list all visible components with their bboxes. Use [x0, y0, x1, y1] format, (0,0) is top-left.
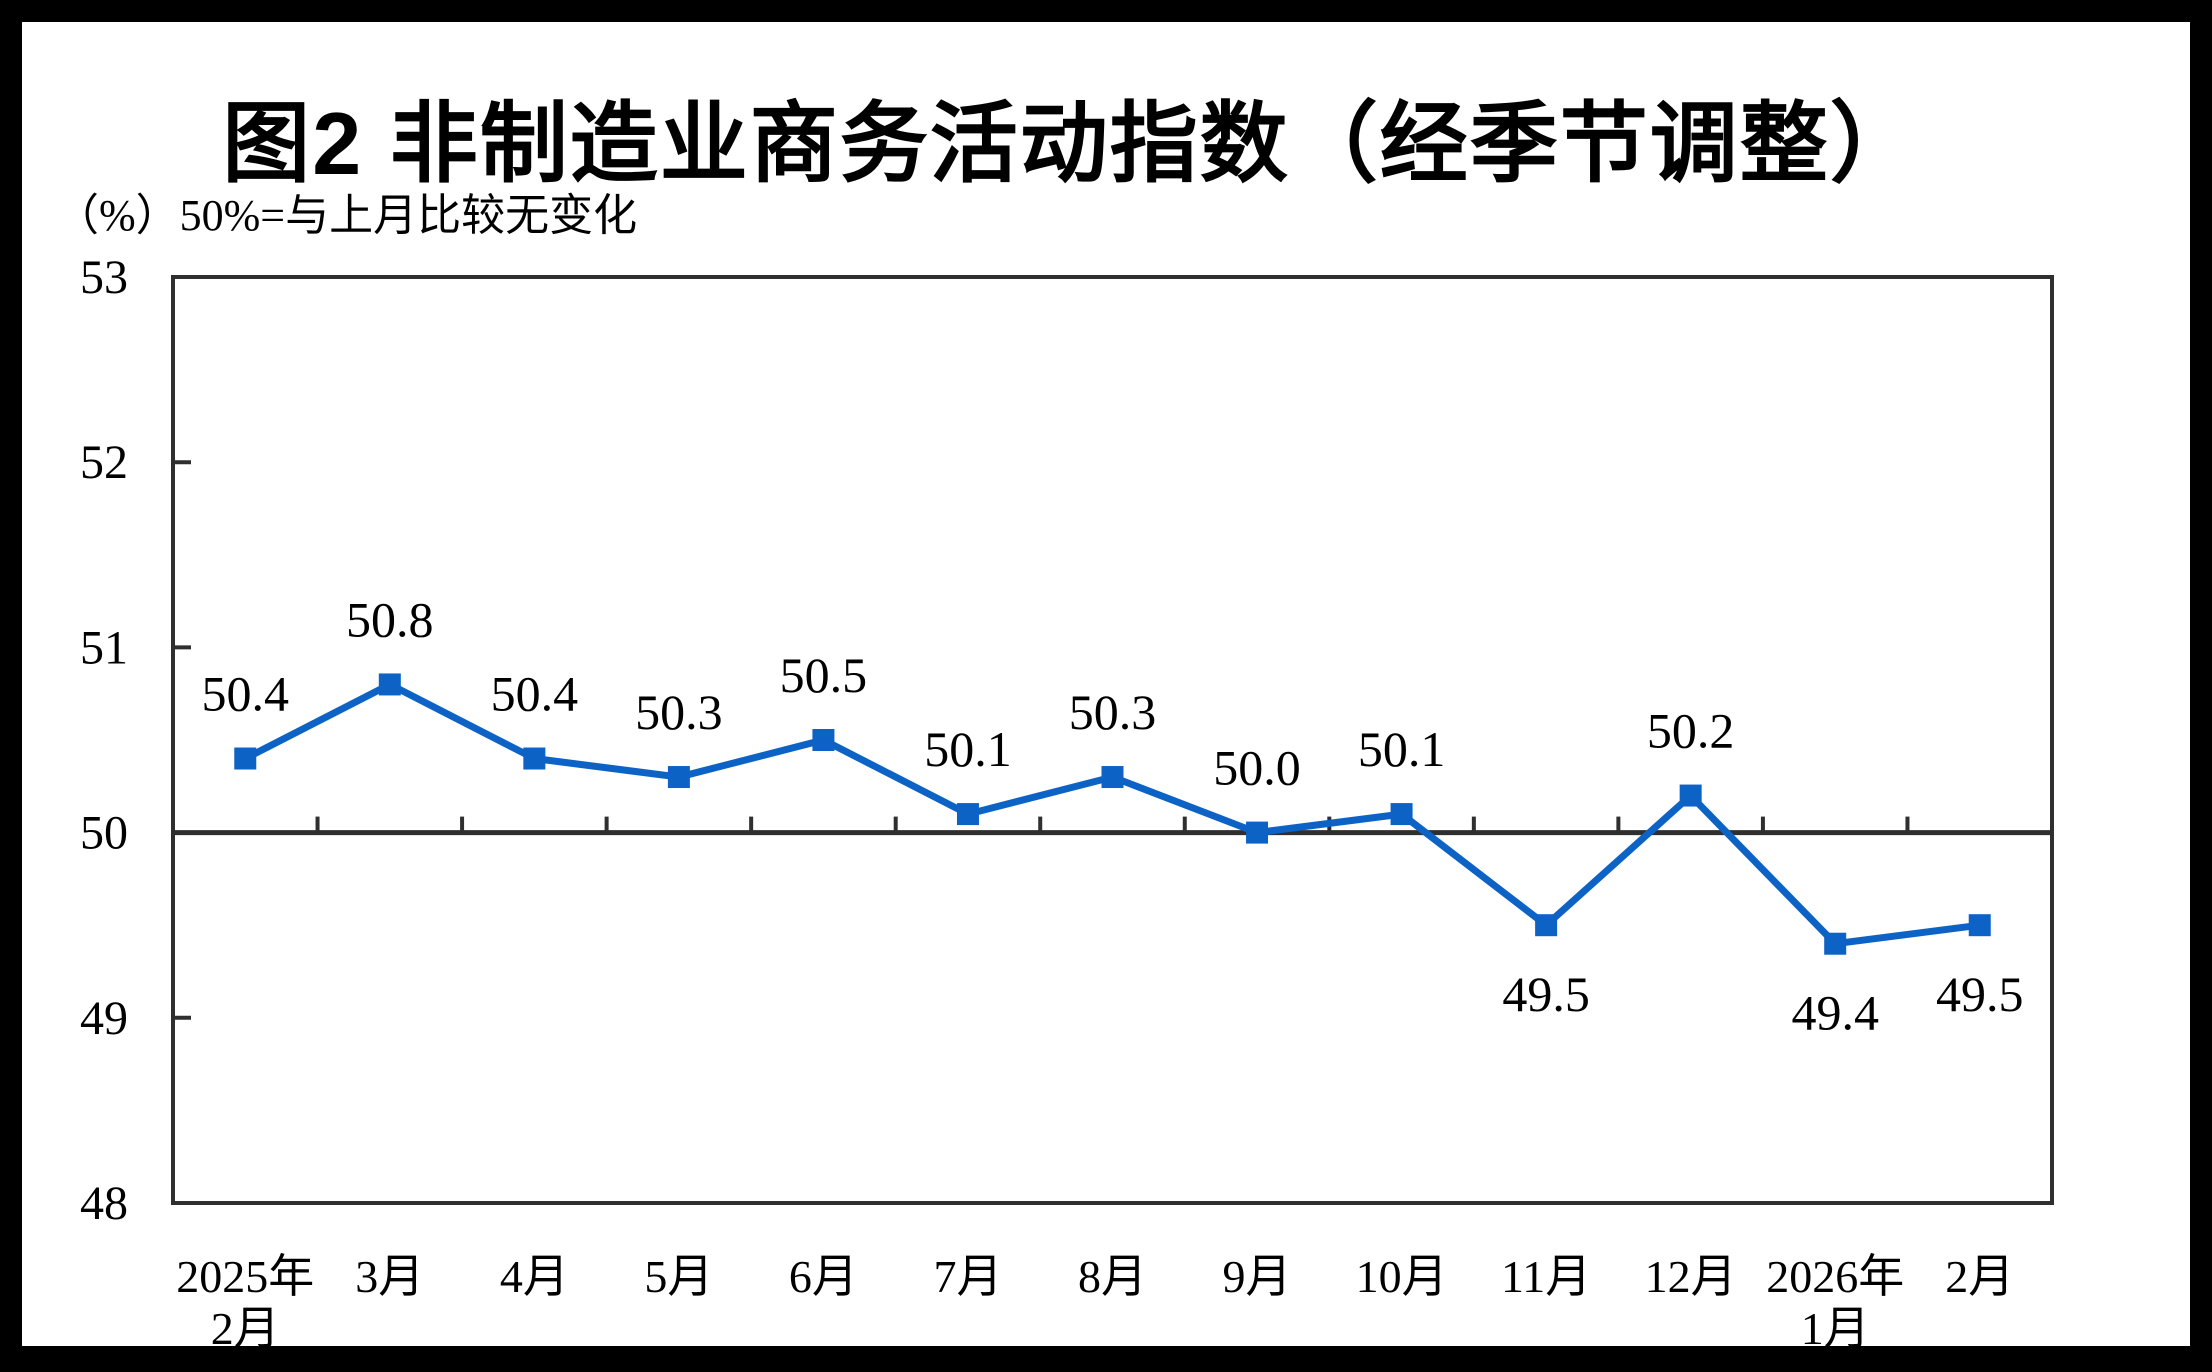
x-axis-label: 2月 — [1945, 1251, 2014, 1302]
data-label: 50.2 — [1647, 703, 1735, 759]
y-axis-label: 53 — [80, 251, 128, 304]
data-label: 50.3 — [635, 684, 723, 740]
data-point-marker — [1246, 821, 1269, 844]
x-axis-label: 11月 — [1501, 1251, 1591, 1302]
x-axis-label: 2025年 — [176, 1251, 314, 1302]
x-axis-label: 12月 — [1645, 1251, 1737, 1302]
data-label: 50.8 — [346, 591, 434, 647]
y-axis-label: 49 — [80, 992, 128, 1045]
x-axis-label: 2月 — [211, 1303, 280, 1354]
x-axis-label: 3月 — [355, 1251, 424, 1302]
y-axis-label: 51 — [80, 621, 128, 674]
data-point-marker — [234, 747, 257, 770]
data-point-marker — [956, 803, 979, 826]
data-point-marker — [1968, 914, 1991, 937]
data-point-marker — [1824, 932, 1847, 955]
chart-title: 图2 非制造业商务活动指数（经季节调整） — [222, 93, 1920, 193]
y-axis-label: 52 — [80, 436, 128, 489]
x-axis-label: 7月 — [933, 1251, 1002, 1302]
data-label: 50.4 — [202, 666, 290, 722]
x-axis-label: 6月 — [789, 1251, 858, 1302]
x-axis-label: 5月 — [644, 1251, 713, 1302]
axis-unit-note: （%）50%=与上月比较无变化 — [55, 191, 638, 240]
data-label: 50.1 — [1358, 721, 1446, 777]
y-axis-label: 50 — [80, 807, 128, 860]
x-axis-label: 8月 — [1078, 1251, 1147, 1302]
data-label: 50.1 — [924, 721, 1012, 777]
x-axis-label: 1月 — [1801, 1303, 1870, 1354]
data-point-marker — [523, 747, 546, 770]
x-axis-label: 2026年 — [1766, 1251, 1904, 1302]
data-point-marker — [1535, 914, 1558, 937]
data-label: 50.5 — [780, 647, 868, 703]
data-point-marker — [812, 729, 835, 751]
data-label: 49.5 — [1936, 966, 2024, 1022]
x-axis-label: 9月 — [1223, 1251, 1292, 1302]
data-label: 50.0 — [1213, 740, 1301, 796]
data-label: 50.4 — [491, 666, 579, 722]
data-label: 49.4 — [1791, 985, 1879, 1041]
data-point-marker — [1679, 784, 1702, 807]
data-point-marker — [1101, 766, 1124, 789]
data-label: 49.5 — [1502, 966, 1590, 1022]
y-axis-label: 48 — [80, 1177, 128, 1230]
x-axis-label: 10月 — [1356, 1251, 1448, 1302]
x-axis-label: 4月 — [500, 1251, 569, 1302]
data-point-marker — [667, 766, 690, 789]
data-point-marker — [1390, 803, 1413, 826]
data-point-marker — [378, 673, 401, 696]
data-label: 50.3 — [1069, 684, 1157, 740]
plot-area-border — [171, 275, 2054, 1205]
